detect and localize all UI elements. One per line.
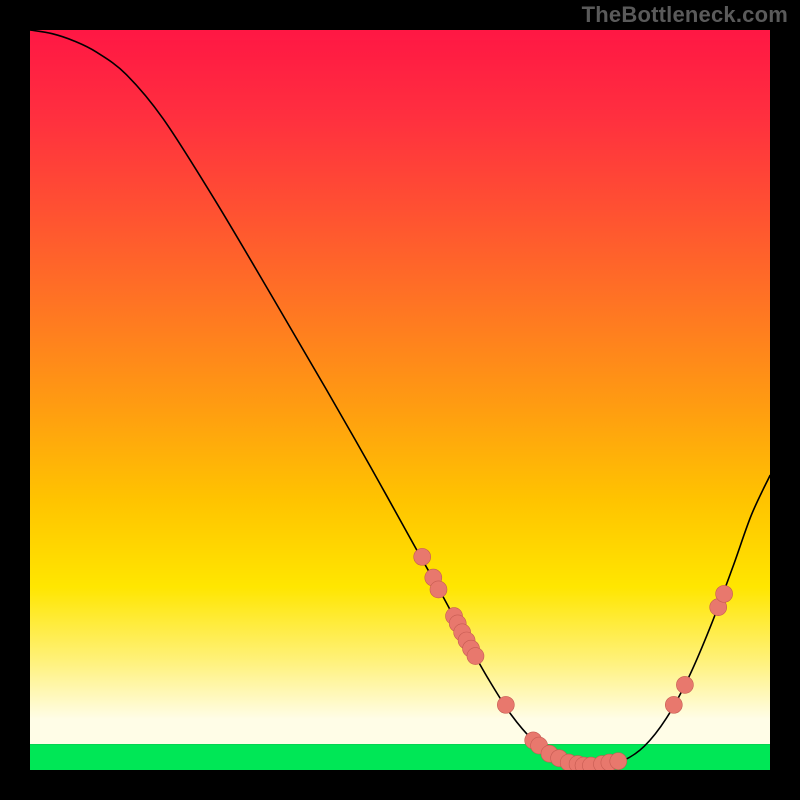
green-strip [30,744,770,770]
data-marker [467,648,484,665]
data-marker [610,753,627,770]
data-marker [676,676,693,693]
plot-area [30,30,770,770]
data-marker [414,548,431,565]
chart-container: TheBottleneck.com [0,0,800,800]
watermark-text: TheBottleneck.com [582,2,788,28]
data-marker [497,696,514,713]
data-marker [665,696,682,713]
data-marker [716,585,733,602]
gradient-background [30,30,770,744]
data-marker [430,581,447,598]
